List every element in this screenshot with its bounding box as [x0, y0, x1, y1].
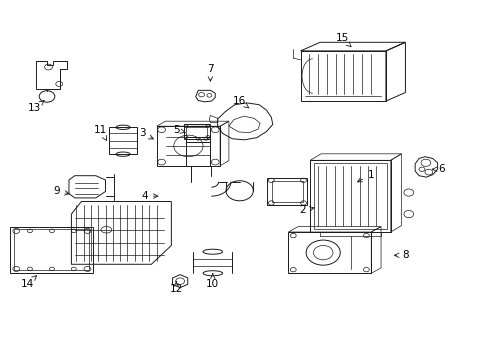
Bar: [10, 226, 93, 273]
Bar: [157, 126, 220, 166]
Text: 3: 3: [139, 129, 153, 139]
Bar: [314, 163, 386, 229]
Bar: [14, 229, 89, 270]
Text: 9: 9: [53, 186, 69, 197]
Bar: [310, 160, 390, 232]
Text: 1: 1: [357, 170, 374, 182]
Text: 6: 6: [431, 164, 445, 174]
Text: 16: 16: [232, 96, 248, 108]
Bar: [288, 232, 370, 273]
Bar: [186, 127, 207, 136]
Text: 8: 8: [394, 250, 408, 260]
Text: 4: 4: [141, 191, 158, 201]
Text: 2: 2: [299, 206, 313, 216]
Text: 5: 5: [173, 125, 185, 135]
Text: 12: 12: [169, 282, 183, 294]
Bar: [267, 178, 307, 205]
Text: 13: 13: [28, 100, 44, 113]
Text: 7: 7: [206, 64, 213, 81]
Text: 10: 10: [206, 274, 219, 289]
Bar: [183, 125, 210, 139]
Bar: [272, 181, 302, 202]
Text: 11: 11: [94, 125, 107, 140]
Bar: [109, 127, 137, 154]
Text: 14: 14: [21, 276, 37, 289]
Text: 15: 15: [335, 33, 350, 47]
